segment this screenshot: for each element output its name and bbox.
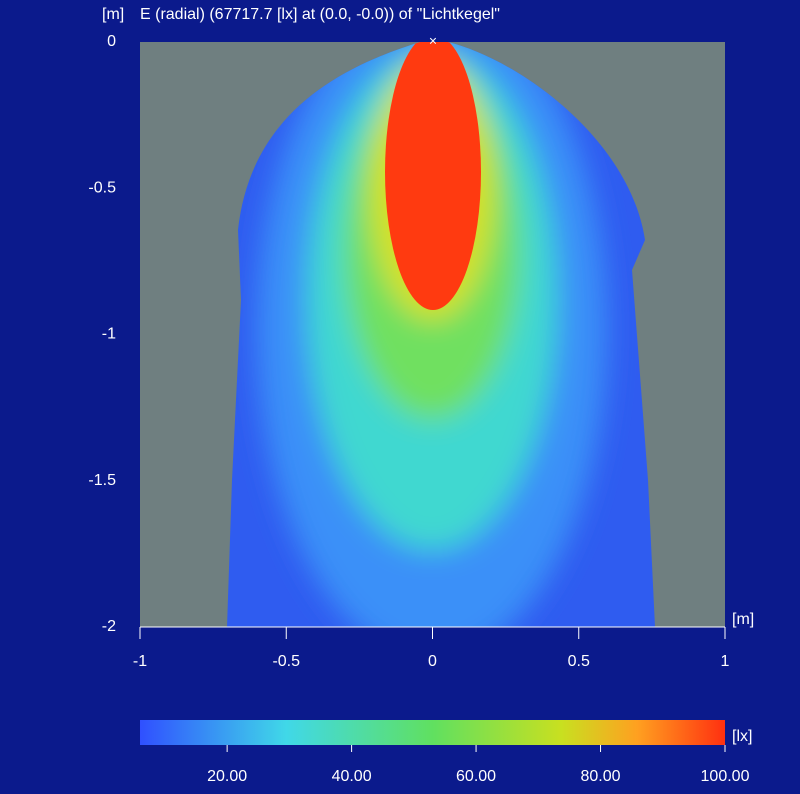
x-tick-label: 1 — [721, 653, 730, 670]
peak-marker: × — [429, 33, 437, 49]
x-tick-label: 0.5 — [568, 653, 590, 670]
illuminance-field — [227, 42, 655, 627]
colorbar-tick-label: 80.00 — [581, 768, 621, 785]
x-axis-label: [m] — [732, 611, 754, 628]
y-tick-label: -2 — [102, 618, 116, 635]
colorbar-tick-label: 100.00 — [701, 768, 750, 785]
x-tick-label: -0.5 — [272, 653, 300, 670]
colorbar-tick-label: 60.00 — [456, 768, 496, 785]
y-tick-label: -1 — [102, 326, 116, 343]
colorbar — [140, 720, 725, 745]
colorbar-tick-label: 20.00 — [207, 768, 247, 785]
y-tick-label: 0 — [107, 33, 116, 50]
y-axis-label: [m] — [102, 6, 124, 23]
y-tick-label: -0.5 — [88, 179, 116, 196]
colorbar-label: [lx] — [732, 728, 752, 745]
y-tick-label: -1.5 — [88, 472, 116, 489]
x-tick-label: 0 — [428, 653, 437, 670]
colorbar-tick-label: 40.00 — [332, 768, 372, 785]
x-tick-label: -1 — [133, 653, 147, 670]
chart-title: E (radial) (67717.7 [lx] at (0.0, -0.0))… — [140, 6, 500, 23]
